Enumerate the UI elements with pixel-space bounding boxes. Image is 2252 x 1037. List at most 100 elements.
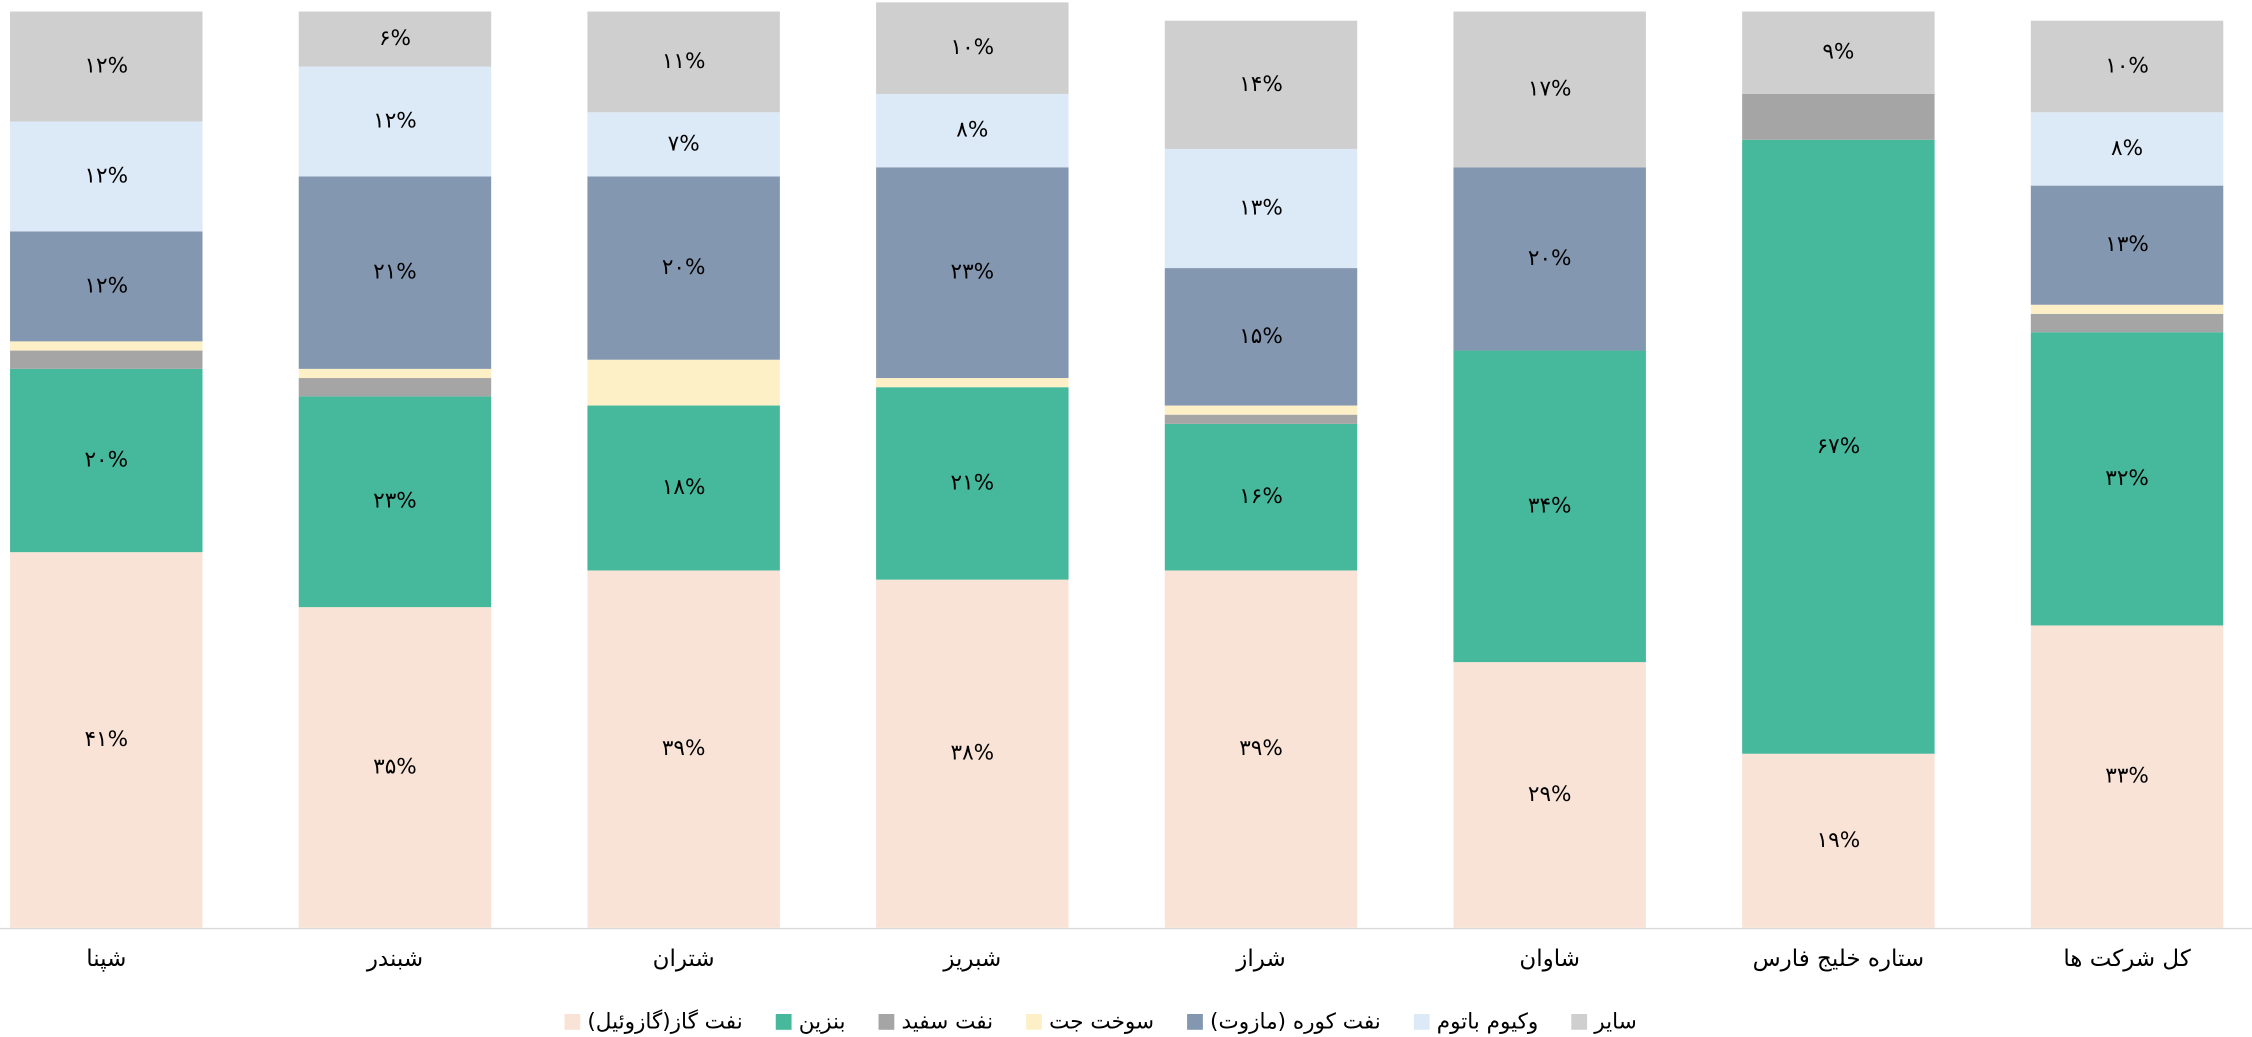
bar-segment bbox=[1453, 11, 1646, 168]
data-label: ۳۵% bbox=[373, 754, 417, 779]
data-label: ۲۳% bbox=[373, 489, 417, 514]
bar-segment bbox=[2030, 304, 2224, 314]
bar-segment bbox=[1164, 148, 1358, 269]
bar-segment bbox=[298, 11, 492, 67]
data-label: ۱۷% bbox=[1528, 76, 1572, 101]
bar-segment bbox=[876, 579, 1069, 928]
bar-segment bbox=[2030, 313, 2224, 333]
data-label: ۱۳% bbox=[2105, 232, 2149, 257]
legend-label: نفت گاز(گازوئیل) bbox=[587, 1009, 742, 1035]
x-tick-label: شراز bbox=[1235, 946, 1285, 972]
bar-segment bbox=[587, 405, 780, 571]
bar-segment bbox=[876, 2, 1069, 94]
bar-segment bbox=[10, 121, 203, 232]
data-label: ۳۹% bbox=[662, 736, 706, 761]
data-label: ۷% bbox=[668, 131, 700, 156]
data-label: ۱۱% bbox=[662, 49, 706, 74]
data-label: ۱۹% bbox=[1817, 828, 1861, 853]
data-label: ۱۳% bbox=[1239, 196, 1283, 221]
data-label: ۱۲% bbox=[84, 273, 128, 298]
data-label: ۳۳% bbox=[2105, 764, 2149, 789]
legend-swatch bbox=[1571, 1013, 1588, 1030]
data-label: ۸% bbox=[956, 118, 988, 143]
data-label: ۴۱% bbox=[84, 727, 128, 752]
bar-segment bbox=[1453, 662, 1646, 928]
bar-segment bbox=[298, 378, 492, 397]
data-label: ۲۱% bbox=[373, 260, 417, 285]
data-label: ۲۳% bbox=[951, 260, 995, 285]
legend-swatch bbox=[775, 1013, 792, 1030]
data-label: ۲۰% bbox=[84, 448, 128, 473]
bar-segment bbox=[298, 368, 492, 379]
bar-segment bbox=[1742, 753, 1935, 928]
bar-segment bbox=[10, 350, 203, 369]
x-tick-label: شبریز bbox=[942, 946, 1001, 972]
bar-segment bbox=[2030, 20, 2224, 113]
x-tick-label: شتران bbox=[653, 946, 715, 972]
legend-swatch bbox=[1026, 1013, 1042, 1030]
data-label: ۲۱% bbox=[951, 470, 995, 495]
data-label: ۳۸% bbox=[951, 741, 995, 766]
bar-segment bbox=[2030, 332, 2224, 626]
data-label: ۱۵% bbox=[1239, 324, 1283, 349]
bar-segment bbox=[10, 552, 203, 928]
bar-segment bbox=[298, 396, 492, 608]
legend-swatch bbox=[1187, 1013, 1203, 1030]
bar-segment bbox=[2030, 625, 2224, 928]
bar-segment bbox=[876, 378, 1069, 388]
data-label: ۱۸% bbox=[662, 475, 706, 500]
data-label: ۱۲% bbox=[84, 163, 128, 188]
bar-segment bbox=[10, 341, 203, 351]
data-label: ۲۰% bbox=[1528, 246, 1572, 271]
data-label: ۳۲% bbox=[2105, 466, 2149, 491]
bar-segment bbox=[1453, 350, 1646, 663]
legend-label: نفت سفید bbox=[902, 1010, 994, 1035]
bar-segment bbox=[10, 231, 203, 342]
bar-segment bbox=[1164, 20, 1358, 149]
bar-segment bbox=[1742, 139, 1935, 754]
data-label: ۱۴% bbox=[1239, 72, 1283, 97]
bar-segment bbox=[587, 359, 780, 406]
x-tick-label: شبندر bbox=[366, 946, 423, 972]
bar-segment bbox=[1164, 414, 1358, 424]
bar-segment bbox=[2030, 185, 2224, 305]
data-label: ۱۲% bbox=[373, 108, 417, 133]
bar-segment bbox=[10, 368, 203, 553]
data-label: ۲۹% bbox=[1528, 782, 1572, 807]
bar-segment bbox=[1164, 405, 1358, 415]
bar-segment bbox=[298, 607, 492, 928]
bar-segment bbox=[1164, 268, 1358, 406]
bar-segment bbox=[587, 112, 780, 177]
bar-segment bbox=[1742, 11, 1935, 94]
data-label: ۲۰% bbox=[662, 255, 706, 280]
data-label: ۹% bbox=[1822, 40, 1854, 65]
bar-segment bbox=[876, 93, 1069, 168]
x-tick-label: ستاره خلیج فارس bbox=[1753, 946, 1925, 972]
bar-segment bbox=[1164, 570, 1358, 928]
data-label: ۱۰% bbox=[951, 35, 995, 60]
data-label: ۱۰% bbox=[2105, 53, 2149, 78]
bar-segment bbox=[1742, 93, 1935, 140]
bar-segment bbox=[10, 11, 203, 122]
legend-swatch bbox=[1413, 1013, 1430, 1030]
legend-label: سوخت جت bbox=[1049, 1010, 1154, 1035]
bar-segment bbox=[298, 176, 492, 369]
x-tick-label: شپنا bbox=[86, 946, 126, 972]
bar-segment bbox=[876, 167, 1069, 379]
bar-segment bbox=[876, 387, 1069, 580]
data-label: ۱۶% bbox=[1239, 484, 1283, 509]
data-label: ۱۲% bbox=[84, 53, 128, 78]
legend-swatch bbox=[564, 1013, 581, 1030]
data-label: ۳۹% bbox=[1239, 736, 1283, 761]
bar-segment bbox=[587, 570, 780, 928]
legend-label: نفت کوره (مازوت) bbox=[1210, 1010, 1381, 1035]
bar-segment bbox=[587, 176, 780, 360]
bar-segment bbox=[2030, 112, 2224, 186]
data-label: ۸% bbox=[2111, 136, 2143, 161]
legend-label: بنزین bbox=[799, 1010, 846, 1035]
bar-segment bbox=[1164, 423, 1358, 571]
bar-segment bbox=[587, 11, 780, 113]
data-label: ۶۷% bbox=[1817, 434, 1861, 459]
